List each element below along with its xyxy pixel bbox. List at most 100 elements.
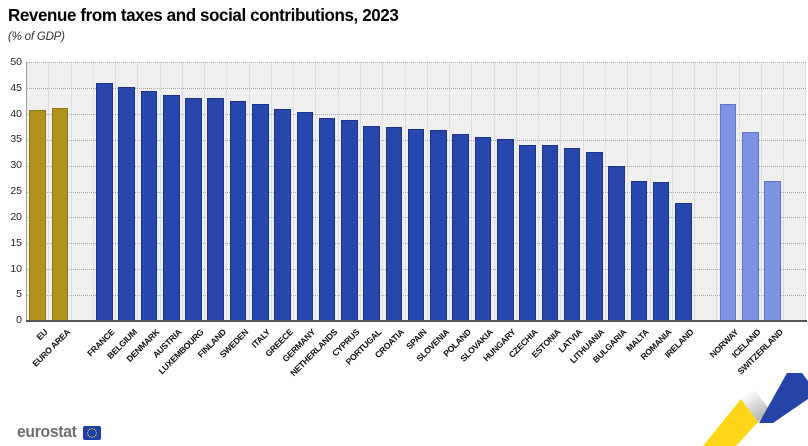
x-tick-label-estonia: ESTONIA <box>529 327 562 360</box>
vertical-gridline <box>70 62 72 321</box>
vertical-gridline <box>115 62 117 321</box>
vertical-gridline <box>493 62 495 321</box>
chart-title: Revenue from taxes and social contributi… <box>8 5 399 25</box>
x-tick-label-denmark: DENMARK <box>124 327 162 364</box>
vertical-gridline <box>404 62 406 321</box>
vertical-gridline <box>92 62 94 321</box>
vertical-gridline <box>716 62 718 321</box>
y-tick-label: 30 <box>10 159 22 172</box>
bar-estonia <box>541 144 559 321</box>
vertical-gridline <box>471 62 473 321</box>
bar-romania <box>652 181 670 321</box>
x-axis-line <box>26 320 807 322</box>
vertical-gridline <box>515 62 517 321</box>
bar-switzerland <box>764 181 781 321</box>
x-tick-label-norway: NORWAY <box>707 327 741 360</box>
x-tick-label-finland: FINLAND <box>195 327 228 360</box>
vertical-gridline <box>159 62 161 321</box>
vertical-gridline <box>738 62 740 321</box>
vertical-gridline <box>582 62 584 321</box>
x-tick-label-netherlands: NETHERLANDS <box>288 327 340 379</box>
x-tick-label-ireland: IRELAND <box>662 327 696 360</box>
horizontal-gridline <box>27 62 806 64</box>
bar-italy <box>252 104 269 321</box>
bar-euro-area <box>51 107 69 321</box>
x-tick-label-austria: AUSTRIA <box>150 327 184 360</box>
x-tick-label-eu: EU <box>34 327 50 343</box>
y-tick-label: 40 <box>10 107 22 120</box>
bar-hungary <box>496 138 514 321</box>
ribbon-gray-fold <box>741 388 770 422</box>
bar-latvia <box>563 148 581 321</box>
vertical-gridline <box>337 62 339 321</box>
bar-austria <box>162 94 180 321</box>
bar-luxembourg <box>185 97 202 321</box>
y-tick-label: 35 <box>10 133 22 146</box>
vertical-gridline <box>315 62 317 321</box>
bar-netherlands <box>318 117 336 321</box>
bar-portugal <box>363 125 380 321</box>
bar-poland <box>452 134 470 321</box>
x-tick-label-spain: SPAIN <box>403 327 429 352</box>
bar-france <box>96 82 113 321</box>
bar-malta <box>630 180 648 321</box>
vertical-gridline <box>805 62 807 321</box>
vertical-gridline <box>426 62 428 321</box>
vertical-gridline <box>137 62 139 321</box>
bar-czechia <box>519 144 536 321</box>
x-tick-label-slovakia: SLOVAKIA <box>458 327 496 364</box>
bar-ireland <box>675 203 692 321</box>
vertical-gridline <box>293 62 295 321</box>
bar-lithuania <box>586 152 603 321</box>
y-tick-label: 25 <box>10 185 22 198</box>
bar-spain <box>407 128 425 321</box>
x-tick-label-lithuania: LITHUANIA <box>568 327 607 366</box>
vertical-gridline <box>360 62 361 321</box>
x-tick-label-slovenia: SLOVENIA <box>413 327 451 364</box>
vertical-gridline <box>204 62 206 321</box>
x-tick-label-poland: POLAND <box>441 327 473 359</box>
x-tick-label-bulgaria: BULGARIA <box>590 327 629 365</box>
x-tick-label-sweden: SWEDEN <box>217 327 251 360</box>
vertical-gridline <box>270 62 272 321</box>
x-tick-label-croatia: CROATIA <box>372 327 406 361</box>
ribbon-yellow-band <box>703 399 758 446</box>
x-tick-label-cyprus: CYPRUS <box>330 327 362 359</box>
x-tick-label-malta: MALTA <box>624 327 651 354</box>
vertical-gridline <box>48 62 50 321</box>
x-tick-label-czechia: CZECHIA <box>506 327 540 360</box>
vertical-gridline <box>604 62 606 321</box>
vertical-gridline <box>671 62 673 321</box>
vertical-gridline <box>560 62 562 321</box>
vertical-gridline <box>449 62 451 321</box>
bar-germany <box>296 111 314 321</box>
bar-finland <box>207 98 225 321</box>
y-tick-label: 0 <box>16 314 22 327</box>
horizontal-gridline <box>27 114 806 115</box>
vertical-gridline <box>226 62 228 321</box>
y-tick-label: 45 <box>10 81 22 94</box>
x-tick-label-portugal: PORTUGAL <box>343 327 384 367</box>
x-tick-label-romania: ROMANIA <box>638 327 674 362</box>
y-tick-label: 10 <box>10 262 22 275</box>
bar-belgium <box>118 87 135 321</box>
x-tick-label-belgium: BELGIUM <box>104 327 139 361</box>
vertical-gridline <box>538 62 540 321</box>
x-tick-label-hungary: HUNGARY <box>481 327 518 364</box>
bar-denmark <box>140 91 158 321</box>
ribbon-decoration-icon <box>703 373 808 446</box>
bar-croatia <box>385 126 403 321</box>
vertical-gridline <box>649 62 651 321</box>
bar-iceland <box>741 132 759 321</box>
y-tick-label: 50 <box>10 55 22 68</box>
x-tick-label-luxembourg: LUXEMBOURG <box>156 327 206 377</box>
horizontal-gridline <box>27 88 806 90</box>
bar-eu <box>29 110 46 321</box>
x-tick-label-germany: GERMANY <box>280 327 317 364</box>
y-axis-line <box>26 62 27 321</box>
bar-sweden <box>229 101 247 321</box>
vertical-gridline <box>627 62 629 321</box>
bar-slovakia <box>474 137 492 321</box>
chart-subtitle: (% of GDP) <box>8 31 65 43</box>
